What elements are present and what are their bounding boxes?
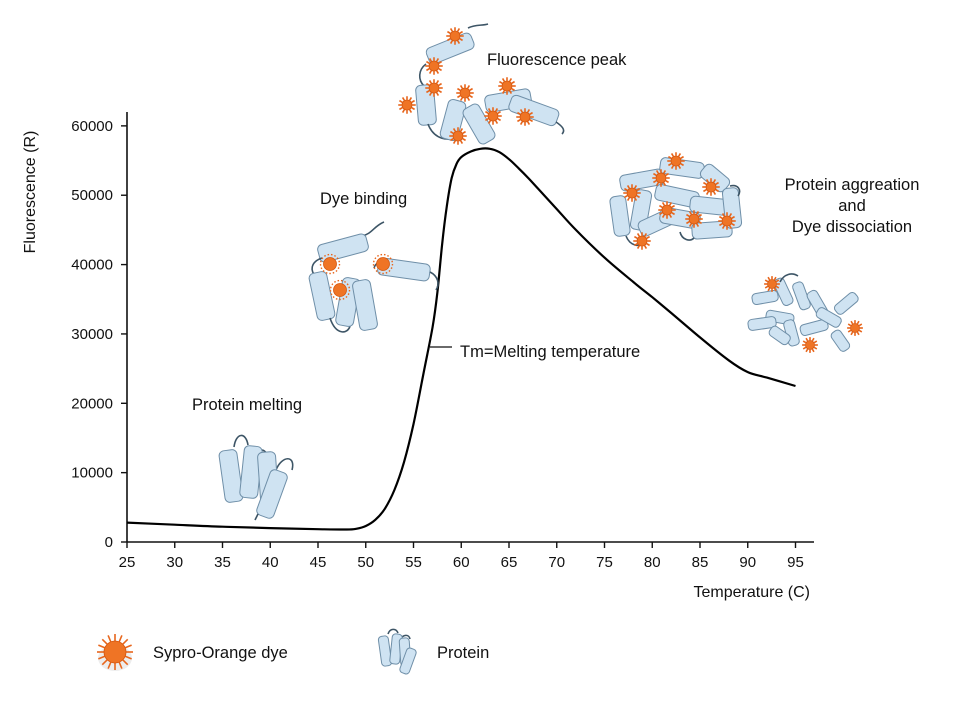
folded-protein-icon [218,434,294,521]
bound-dye-icon [372,253,394,275]
y-tick-label: 60000 [71,118,113,135]
x-tick-label: 25 [119,554,136,571]
dye-icon [456,84,474,102]
dye-icon [802,337,818,353]
dissociated-protein-icon [747,273,863,353]
y-tick-label: 10000 [71,465,113,482]
aggregation-label-line1: Protein aggreation [785,176,920,194]
dye-icon [425,79,443,97]
x-tick-label: 65 [501,554,518,571]
y-tick-label: 0 [105,534,113,551]
x-tick-label: 90 [739,554,756,571]
dye-icon [702,178,720,196]
y-axis-title: Fluorescence (R) [22,131,39,254]
dye-icon [484,107,502,125]
peak-dye-group [398,27,534,145]
unfolded-protein-with-dye-icon [398,23,565,145]
legend-protein-icon [377,628,417,675]
y-tick-label: 50000 [71,187,113,204]
x-tick-label: 55 [405,554,422,571]
y-tick-label: 30000 [71,326,113,343]
x-tick-label: 95 [787,554,804,571]
x-axis-title: Temperature (C) [694,584,810,601]
x-tick-label: 80 [644,554,661,571]
fluorescence-peak-label: Fluorescence peak [487,51,627,69]
fluorescence-curve [126,147,796,531]
dye-icon [847,320,863,336]
legend: Sypro-Orange dye Protein [97,628,489,675]
x-tick-label: 75 [596,554,613,571]
legend-dye-label: Sypro-Orange dye [153,644,288,662]
dye-icon [667,152,685,170]
dye-icon [633,232,651,250]
aggregation-label-line3: Dye dissociation [792,218,912,236]
dye-icon [425,57,443,75]
dye-binding-label: Dye binding [320,190,407,208]
x-tick-label: 45 [310,554,327,571]
dye-binding-protein-icon [308,221,439,333]
legend-protein-label: Protein [437,644,489,662]
y-tick-group: 0 10000 20000 30000 40000 50000 60000 [71,118,127,551]
dye-icon [658,201,676,219]
x-tick-label: 50 [357,554,374,571]
protein-melting-label: Protein melting [192,396,302,414]
free-dye-group [764,276,863,353]
dye-icon [718,212,736,230]
x-tick-group: 25 30 35 40 45 50 55 60 65 70 75 80 85 90 95 [119,542,804,571]
x-tick-label: 35 [214,554,231,571]
aggregate-dye-group [623,152,736,250]
dye-icon [398,96,416,114]
dye-icon [446,27,464,45]
x-tick-label: 60 [453,554,470,571]
aggregation-label-line2: and [838,197,866,215]
x-tick-label: 70 [548,554,565,571]
bound-dye-icon [329,279,351,301]
dye-icon [685,210,703,228]
dye-icon [652,169,670,187]
aggregated-protein-icon [609,152,743,250]
dye-icon [449,127,467,145]
dye-icon [516,108,534,126]
legend-dye-icon [97,634,133,671]
tm-annotation: Tm=Melting temperature [460,343,640,361]
dye-icon [498,77,516,95]
y-tick-label: 20000 [71,395,113,412]
x-tick-label: 30 [166,554,183,571]
y-tick-label: 40000 [71,257,113,274]
dye-icon [623,184,641,202]
x-tick-label: 85 [692,554,709,571]
bound-dye-icon [319,253,341,275]
x-tick-label: 40 [262,554,279,571]
dye-icon [764,276,780,292]
